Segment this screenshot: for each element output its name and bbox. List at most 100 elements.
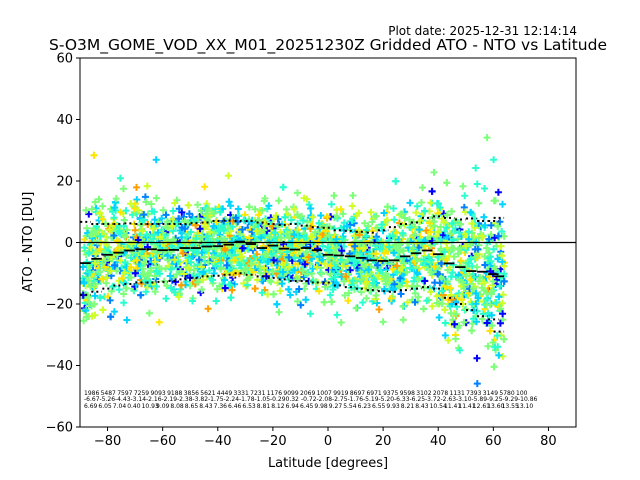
scatter-point xyxy=(211,205,219,213)
scatter-point xyxy=(439,291,447,299)
scatter-point xyxy=(221,284,229,292)
scatter-point xyxy=(483,134,491,142)
scatter-point xyxy=(462,305,470,313)
scatter-point xyxy=(326,223,333,231)
scatter-point xyxy=(393,268,401,276)
scatter-point xyxy=(88,312,96,320)
scatter-point xyxy=(274,223,282,230)
scatter-point xyxy=(454,324,462,332)
scatter-point xyxy=(154,229,162,237)
bin-annotation-value: 8697 xyxy=(350,390,365,397)
scatter-point xyxy=(452,335,460,343)
scatter-point xyxy=(468,327,476,335)
scatter-point xyxy=(495,293,503,301)
scatter-point xyxy=(201,183,209,191)
scatter-point xyxy=(363,226,371,234)
scatter-point xyxy=(187,259,195,266)
scatter-point xyxy=(236,230,244,238)
scatter-point xyxy=(108,287,115,295)
scatter-point xyxy=(434,209,442,217)
scatter-point xyxy=(110,232,118,239)
scatter-point xyxy=(127,254,135,262)
scatter-point xyxy=(499,200,506,208)
scatter-point xyxy=(293,211,301,219)
scatter-point xyxy=(472,300,480,308)
scatter-point xyxy=(492,299,500,306)
scatter-point xyxy=(302,296,310,304)
scatter-point xyxy=(142,252,150,260)
bin-annotation-value: 5621 xyxy=(200,390,215,397)
scatter-point xyxy=(270,256,278,264)
scatter-point xyxy=(438,300,446,308)
scatter-point xyxy=(145,309,153,317)
scatter-point xyxy=(163,218,171,226)
scatter-point xyxy=(82,206,90,214)
scatter-point xyxy=(171,199,179,207)
scatter-point xyxy=(443,211,451,219)
scatter-point xyxy=(133,196,141,204)
scatter-point xyxy=(95,195,103,203)
scatter-point xyxy=(164,252,172,260)
scatter-point xyxy=(337,319,345,326)
scatter-point xyxy=(417,199,425,206)
scatter-point xyxy=(178,224,186,231)
scatter-point xyxy=(285,285,293,293)
scatter-point xyxy=(198,263,205,271)
bin-annotation-value: 5.54 xyxy=(343,403,357,410)
bin-annotation-value: 1007 xyxy=(317,390,332,397)
scatter-point xyxy=(216,282,223,290)
scatter-point xyxy=(399,229,407,237)
scatter-point xyxy=(487,221,495,229)
scatter-point xyxy=(80,263,87,271)
scatter-point xyxy=(265,202,273,210)
scatter-point xyxy=(374,261,382,269)
scatter-point xyxy=(278,261,286,269)
scatter-point xyxy=(278,280,286,288)
scatter-point xyxy=(471,253,479,261)
scatter-point xyxy=(376,256,384,264)
scatter-point xyxy=(441,306,449,314)
scatter-point xyxy=(273,300,281,308)
scatter-point xyxy=(472,164,480,172)
scatter-point xyxy=(363,294,370,302)
scatter-point xyxy=(258,207,266,215)
bin-annotation-value: 12.61 xyxy=(473,403,490,410)
scatter-point xyxy=(204,205,212,213)
scatter-point xyxy=(302,248,310,256)
scatter-point xyxy=(85,249,93,257)
scatter-point xyxy=(350,261,358,269)
scatter-point xyxy=(483,319,491,327)
scatter-point xyxy=(476,291,484,298)
scatter-point xyxy=(152,156,160,164)
scatter-point xyxy=(447,309,455,317)
scatter-point xyxy=(467,255,475,263)
scatter-point xyxy=(279,183,287,191)
bin-annotation-value: -5.26 xyxy=(100,396,116,403)
bin-annotation-value: 6.55 xyxy=(372,403,386,410)
scatter-point xyxy=(498,258,506,266)
scatter-point xyxy=(449,219,457,227)
scatter-point xyxy=(449,316,457,324)
scatter-point xyxy=(437,245,445,253)
scatter-point xyxy=(287,216,295,224)
bin-annotation-value: 8.21 xyxy=(401,403,415,410)
scatter-point xyxy=(240,279,248,287)
scatter-point xyxy=(258,289,266,297)
plot-date: Plot date: 2025-12-31 12:14:14 xyxy=(388,24,577,38)
scatter-point xyxy=(443,239,451,247)
scatter-point xyxy=(111,204,119,212)
scatter-point xyxy=(403,268,411,276)
scatter-point xyxy=(373,299,381,307)
scatter-point xyxy=(499,299,506,307)
scatter-point xyxy=(252,227,260,235)
scatter-point xyxy=(337,256,345,264)
bin-annotation-value: 9.93 xyxy=(386,403,400,410)
scatter-point xyxy=(412,209,420,217)
scatter-point xyxy=(324,279,331,287)
scatter-point xyxy=(446,230,454,238)
bin-annotation-value: 8.08 xyxy=(170,403,184,410)
scatter-point xyxy=(460,203,468,211)
bin-annotation-value: -0.72 xyxy=(301,396,317,403)
bin-annotation-value: 6.23 xyxy=(358,403,372,410)
scatter-point xyxy=(104,293,112,301)
